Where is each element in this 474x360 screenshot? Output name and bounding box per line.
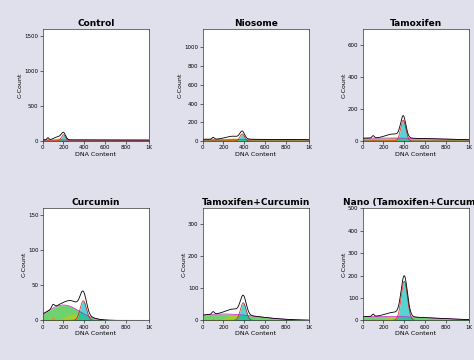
X-axis label: DNA Content: DNA Content bbox=[395, 152, 437, 157]
Y-axis label: C-Count: C-Count bbox=[22, 252, 27, 277]
X-axis label: DNA Content: DNA Content bbox=[395, 331, 437, 336]
X-axis label: DNA Content: DNA Content bbox=[236, 331, 276, 336]
Title: Control: Control bbox=[77, 19, 115, 28]
Y-axis label: C-Count: C-Count bbox=[342, 252, 346, 277]
Y-axis label: C-Count: C-Count bbox=[18, 72, 23, 98]
Y-axis label: C-Count: C-Count bbox=[178, 72, 183, 98]
X-axis label: DNA Content: DNA Content bbox=[236, 152, 276, 157]
Y-axis label: C-Count: C-Count bbox=[182, 252, 187, 277]
Title: Curcumin: Curcumin bbox=[72, 198, 120, 207]
Title: Nano (Tamoxifen+Curcumin): Nano (Tamoxifen+Curcumin) bbox=[343, 198, 474, 207]
X-axis label: DNA Content: DNA Content bbox=[75, 152, 117, 157]
Title: Niosome: Niosome bbox=[234, 19, 278, 28]
Title: Tamoxifen+Curcumin: Tamoxifen+Curcumin bbox=[202, 198, 310, 207]
X-axis label: DNA Content: DNA Content bbox=[75, 331, 117, 336]
Y-axis label: C-Count: C-Count bbox=[342, 72, 346, 98]
Title: Tamoxifen: Tamoxifen bbox=[390, 19, 442, 28]
